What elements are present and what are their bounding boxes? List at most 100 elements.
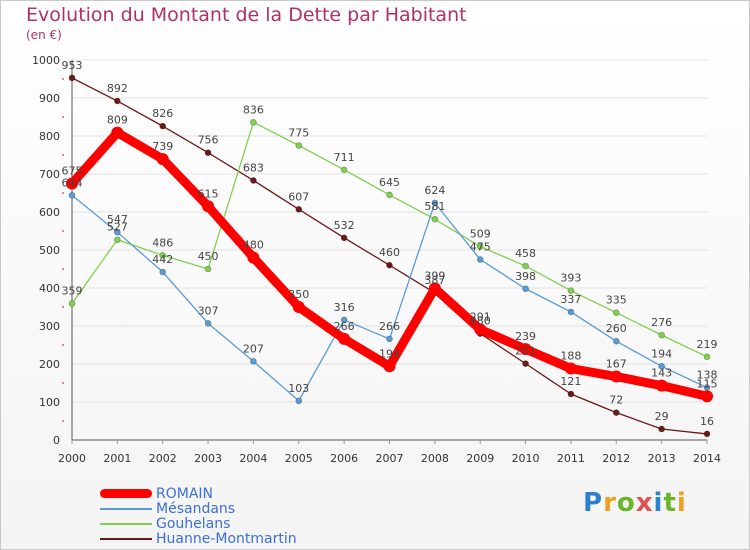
data-label-gouhelans-2003: 450 (198, 250, 219, 263)
data-label-gouhelans-2002: 486 (152, 236, 173, 249)
data-label-gouhelans-2013: 276 (651, 316, 672, 329)
y-tick-label-700: 700 (39, 168, 60, 181)
data-label-romain-2010: 239 (515, 330, 536, 343)
point-m-sandans-2008 (431, 199, 439, 207)
data-label-m-sandans-2014: 138 (697, 369, 718, 382)
x-tick-label-2003: 2003 (194, 452, 222, 465)
y-minor-tick (62, 306, 64, 308)
point-gouhelans-2009 (476, 243, 484, 250)
point-m-sandans-2011 (567, 308, 575, 316)
point-romain-2006 (338, 332, 351, 345)
point-gouhelans-2003 (204, 265, 212, 273)
y-minor-tick (62, 116, 64, 118)
point-huanne-montmartin-2010 (522, 360, 529, 367)
point-m-sandans-2006 (340, 316, 348, 324)
data-label-m-sandans-2010: 398 (515, 270, 536, 283)
legend-label-mesandans: Mésandans (156, 500, 236, 517)
y-tick-label-600: 600 (39, 206, 60, 219)
data-label-huanne-montmartin-2011: 121 (560, 375, 581, 388)
point-romain-2013 (655, 379, 668, 392)
data-label-gouhelans-2009: 509 (470, 228, 491, 241)
point-gouhelans-2000 (68, 300, 76, 307)
point-gouhelans-2001 (114, 236, 121, 244)
y-tick-label-800: 800 (39, 130, 60, 143)
point-romain-2002 (156, 153, 169, 166)
y-tick-label-1000: 1000 (32, 54, 60, 67)
data-label-romain-2013: 143 (651, 367, 672, 380)
point-gouhelans-2011 (567, 287, 575, 294)
point-huanne-montmartin-2001 (114, 97, 121, 105)
point-m-sandans-2007 (386, 335, 393, 343)
x-tick-label-2004: 2004 (239, 452, 267, 465)
data-label-huanne-montmartin-2007: 460 (379, 246, 400, 259)
y-minor-tick (62, 344, 64, 346)
data-label-m-sandans-2009: 475 (470, 241, 491, 254)
point-huanne-montmartin-2011 (567, 390, 575, 398)
point-gouhelans-2014 (703, 353, 711, 361)
data-label-huanne-montmartin-2002: 826 (152, 107, 173, 120)
point-gouhelans-2005 (295, 142, 303, 149)
y-minor-tick (62, 230, 64, 232)
point-huanne-montmartin-2002 (159, 122, 167, 130)
point-m-sandans-2004 (250, 358, 257, 365)
point-m-sandans-2003 (204, 320, 212, 327)
data-label-gouhelans-2014: 219 (697, 338, 718, 351)
data-label-romain-2002: 739 (152, 140, 173, 153)
data-label-m-sandans-2007: 266 (379, 320, 400, 333)
y-tick-label-500: 500 (39, 244, 60, 257)
point-gouhelans-2004 (250, 119, 257, 126)
data-label-gouhelans-2010: 458 (515, 247, 536, 260)
data-label-m-sandans-2001: 547 (107, 213, 128, 226)
legend-item-huanne-montmartin: Huanne-Montmartin (100, 531, 297, 547)
y-tick-label-400: 400 (39, 282, 60, 295)
point-huanne-montmartin-2012 (612, 409, 620, 416)
x-tick-label-2007: 2007 (376, 452, 404, 465)
proxiti-logo: Proxiti (583, 488, 687, 518)
data-label-romain-2014: 115 (697, 377, 718, 390)
data-label-romain-2000: 675 (62, 165, 83, 178)
x-tick-label-2008: 2008 (421, 452, 449, 465)
point-romain-2005 (292, 301, 305, 313)
data-label-m-sandans-2006: 316 (334, 301, 355, 314)
data-label-huanne-montmartin-2014: 16 (700, 415, 714, 428)
data-label-gouhelans-2012: 335 (606, 294, 627, 307)
point-m-sandans-2010 (522, 285, 529, 293)
point-m-sandans-2005 (295, 397, 303, 405)
point-romain-2014 (701, 390, 713, 403)
point-gouhelans-2007 (386, 191, 393, 199)
y-tick-label-300: 300 (39, 320, 60, 333)
y-minor-tick (62, 382, 64, 384)
data-label-m-sandans-2003: 307 (198, 304, 219, 317)
data-label-gouhelans-2004: 836 (243, 103, 264, 116)
data-label-romain-2006: 266 (334, 320, 355, 333)
point-m-sandans-2000 (68, 191, 76, 199)
point-romain-2008 (428, 282, 441, 295)
y-minor-tick (62, 420, 64, 422)
point-gouhelans-2013 (658, 331, 665, 339)
y-minor-tick (62, 78, 64, 80)
point-huanne-montmartin-2005 (295, 206, 303, 213)
x-tick-label-2006: 2006 (330, 452, 358, 465)
data-label-gouhelans-2001: 527 (107, 221, 128, 234)
data-label-romain-2012: 167 (606, 358, 627, 371)
legend-swatch-gouhelans (100, 522, 152, 525)
point-romain-2010 (519, 343, 532, 356)
point-huanne-montmartin-2007 (386, 261, 393, 269)
data-label-m-sandans-2013: 194 (651, 347, 672, 360)
x-tick-label-2011: 2011 (557, 452, 585, 465)
point-m-sandans-2002 (159, 268, 167, 276)
x-tick-label-2012: 2012 (602, 452, 630, 465)
y-tick-label-100: 100 (39, 396, 60, 409)
x-tick-label-2013: 2013 (648, 452, 676, 465)
point-huanne-montmartin-2004 (250, 177, 257, 184)
x-tick-label-2001: 2001 (103, 452, 131, 465)
data-label-m-sandans-2004: 207 (243, 342, 264, 355)
data-label-romain-2007: 194 (379, 347, 400, 360)
data-label-m-sandans-2000: 644 (62, 176, 83, 189)
data-label-romain-2001: 809 (107, 114, 128, 127)
point-romain-2012 (610, 370, 623, 383)
legend-item-gouhelans: Gouhelans (100, 516, 297, 532)
data-label-huanne-montmartin-2006: 532 (334, 219, 355, 232)
data-label-romain-2005: 350 (288, 288, 309, 301)
